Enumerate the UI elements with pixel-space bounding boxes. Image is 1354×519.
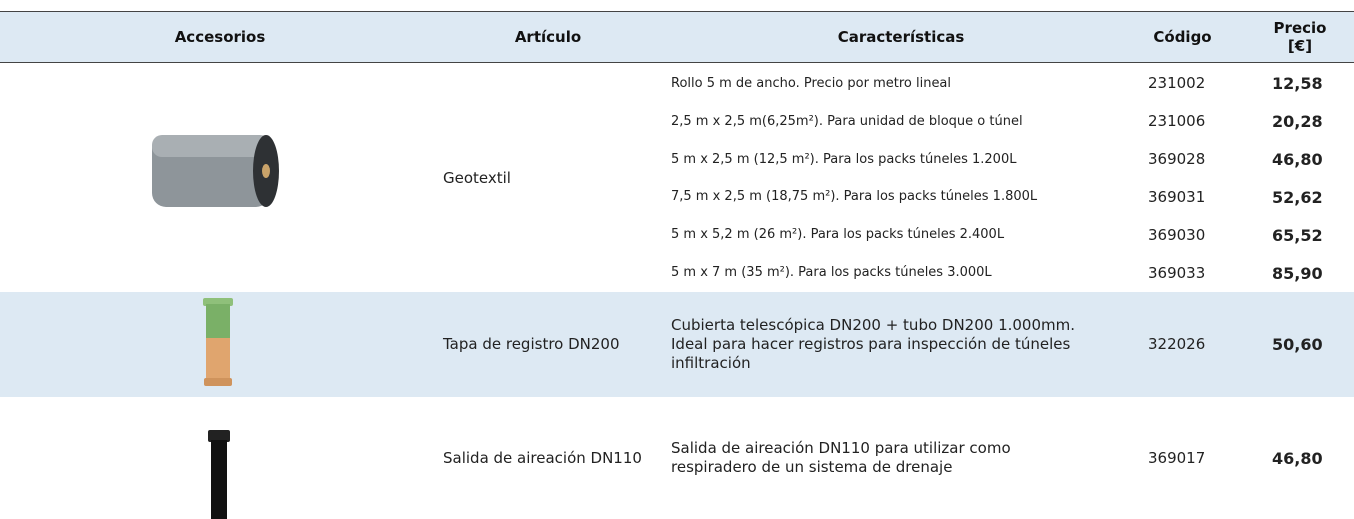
geotextile-roll: [152, 135, 279, 207]
column-header: Artículo: [514, 28, 582, 46]
article-name: Geotextil: [443, 169, 511, 187]
description: 7,5 m x 2,5 m (18,75 m²). Para los packs…: [671, 189, 1038, 205]
inspection-cover: [203, 298, 233, 386]
code: 369017: [1148, 448, 1206, 467]
header-bg: [0, 11, 1354, 63]
description: 5 m x 7 m (35 m²). Para los packs túnele…: [671, 265, 992, 281]
code: 369033: [1148, 263, 1206, 282]
price: 12,58: [1272, 74, 1323, 94]
description: Salida de aireación DN110 para utilizar …: [671, 439, 1011, 476]
column-header: Accesorios: [174, 28, 266, 46]
code: 369028: [1148, 150, 1206, 169]
price: 46,80: [1272, 448, 1323, 468]
description: 5 m x 2,5 m (12,5 m²). Para los packs tú…: [671, 151, 1017, 167]
article-name: Salida de aireación DN110: [443, 448, 642, 467]
description: 2,5 m x 2,5 m(6,25m²). Para unidad de bl…: [671, 113, 1023, 129]
vent-outlet: [208, 430, 230, 519]
description: Cubierta telescópica DN200 + tubo DN200 …: [671, 316, 1076, 372]
price: 85,90: [1272, 263, 1323, 283]
code: 369031: [1148, 187, 1206, 206]
price: 52,62: [1272, 187, 1323, 207]
column-header: Características: [837, 28, 965, 46]
column-header: Precio [€]: [1273, 19, 1327, 55]
description: 5 m x 5,2 m (26 m²). Para los packs túne…: [671, 227, 1005, 243]
price: 46,80: [1272, 150, 1323, 170]
code: 369030: [1148, 225, 1206, 244]
price: 50,60: [1272, 335, 1323, 354]
code: 231002: [1148, 74, 1206, 93]
column-header: Código: [1153, 28, 1212, 46]
description: Rollo 5 m de ancho. Precio por metro lin…: [671, 75, 952, 91]
article-name: Tapa de registro DN200: [443, 335, 620, 353]
price: 20,28: [1272, 112, 1323, 132]
code: 231006: [1148, 112, 1206, 131]
price: 65,52: [1272, 225, 1323, 245]
code: 322026: [1148, 335, 1206, 353]
